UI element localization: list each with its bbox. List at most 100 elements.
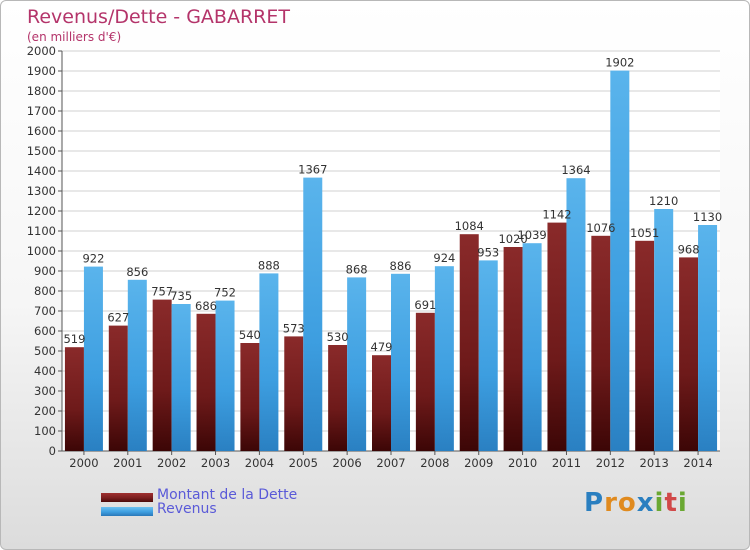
data-label-revenus: 735 <box>170 289 192 303</box>
data-label-revenus: 856 <box>126 265 148 279</box>
y-tick-label: 1400 <box>27 164 56 178</box>
y-tick-label: 700 <box>34 304 56 318</box>
bar-revenus <box>478 260 498 451</box>
bar-revenus <box>215 300 235 451</box>
bar-dette <box>415 312 435 451</box>
legend-label-revenus: Revenus <box>157 501 217 517</box>
y-tick-label: 1000 <box>27 244 56 258</box>
x-tick-label: 2006 <box>332 456 361 470</box>
data-label-revenus: 886 <box>390 259 412 273</box>
data-label-revenus: 1210 <box>649 194 678 208</box>
legend-swatch-dette <box>101 493 153 502</box>
legend-label-dette: Montant de la Dette <box>157 487 298 503</box>
legend-swatch-revenus <box>101 507 153 516</box>
data-label-revenus: 868 <box>346 262 368 276</box>
logo-letter: t <box>664 488 678 518</box>
bar-dette <box>547 222 567 451</box>
data-label-revenus: 1130 <box>693 210 722 224</box>
bar-revenus <box>83 266 103 451</box>
y-tick-label: 2000 <box>27 44 56 58</box>
data-label-dette: 627 <box>107 311 129 325</box>
y-tick-label: 300 <box>34 384 56 398</box>
bar-dette <box>635 240 655 451</box>
data-label-dette: 1142 <box>542 208 571 222</box>
y-tick-label: 600 <box>34 324 56 338</box>
bar-dette <box>284 336 304 451</box>
x-tick-label: 2003 <box>201 456 230 470</box>
bar-dette <box>372 355 391 451</box>
y-tick-label: 1500 <box>27 144 56 158</box>
y-tick-label: 1600 <box>27 124 56 138</box>
bar-dette <box>328 345 348 451</box>
data-label-dette: 686 <box>195 299 217 313</box>
data-label-revenus: 1039 <box>517 228 546 242</box>
data-label-dette: 573 <box>283 321 305 335</box>
logo-letter: x <box>636 488 655 518</box>
data-label-revenus: 888 <box>258 258 280 272</box>
y-tick-label: 100 <box>34 424 56 438</box>
y-tick-label: 1200 <box>27 204 56 218</box>
data-label-dette: 1084 <box>455 219 484 233</box>
data-label-dette: 757 <box>151 285 173 299</box>
bar-dette <box>108 325 128 451</box>
bar-revenus <box>522 243 542 451</box>
logo-letter: i <box>654 488 665 518</box>
x-tick-label: 2013 <box>640 456 669 470</box>
data-label-revenus: 922 <box>82 252 104 266</box>
chart-title: Revenus/Dette - GABARRET <box>27 6 290 28</box>
x-tick-label: 2007 <box>376 456 405 470</box>
bar-dette <box>503 247 523 451</box>
y-tick-label: 800 <box>34 284 56 298</box>
bar-dette <box>679 257 699 451</box>
y-tick-label: 1900 <box>27 64 56 78</box>
x-tick-label: 2008 <box>420 456 449 470</box>
bar-revenus <box>610 70 630 451</box>
logo-letter: r <box>604 488 618 518</box>
data-label-revenus: 1367 <box>298 163 327 177</box>
logo-letter: o <box>617 488 637 518</box>
data-label-revenus: 1364 <box>561 163 590 177</box>
x-tick-label: 2002 <box>157 456 186 470</box>
x-tick-label: 2004 <box>245 456 274 470</box>
bar-revenus <box>698 225 718 451</box>
y-tick-label: 0 <box>49 444 56 458</box>
bar-revenus <box>171 304 191 451</box>
bar-revenus <box>654 209 674 451</box>
bar-revenus <box>391 273 410 451</box>
y-tick-label: 1800 <box>27 84 56 98</box>
x-tick-label: 2005 <box>289 456 318 470</box>
x-tick-label: 2000 <box>69 456 98 470</box>
data-label-revenus: 924 <box>433 251 455 265</box>
data-label-revenus: 953 <box>477 245 499 259</box>
bar-revenus <box>127 279 147 451</box>
logo-letter: i <box>677 488 688 518</box>
data-label-dette: 1076 <box>586 221 615 235</box>
data-label-dette: 1020 <box>498 232 527 246</box>
data-label-revenus: 1902 <box>605 56 634 70</box>
y-tick-label: 900 <box>34 264 56 278</box>
bar-revenus <box>434 266 454 451</box>
data-label-dette: 540 <box>239 328 261 342</box>
y-tick-label: 200 <box>34 404 56 418</box>
logo-letter: P <box>584 488 605 518</box>
bar-dette <box>64 347 84 451</box>
proxiti-logo: Proxiti <box>584 488 688 518</box>
x-tick-label: 2010 <box>508 456 537 470</box>
y-tick-label: 1700 <box>27 104 56 118</box>
y-tick-label: 500 <box>34 344 56 358</box>
bar-revenus <box>259 273 279 451</box>
data-label-dette: 691 <box>414 298 436 312</box>
bar-dette <box>196 313 216 451</box>
data-label-dette: 530 <box>327 330 349 344</box>
bar-revenus <box>303 177 323 451</box>
x-tick-label: 2011 <box>552 456 581 470</box>
bar-dette <box>459 234 479 451</box>
bar-dette <box>152 299 172 451</box>
bar-dette <box>591 235 611 451</box>
data-label-revenus: 752 <box>214 286 236 300</box>
data-label-dette: 519 <box>63 332 85 346</box>
bar-dette <box>240 343 260 451</box>
chart-subtitle: (en milliers d'€) <box>27 30 122 44</box>
